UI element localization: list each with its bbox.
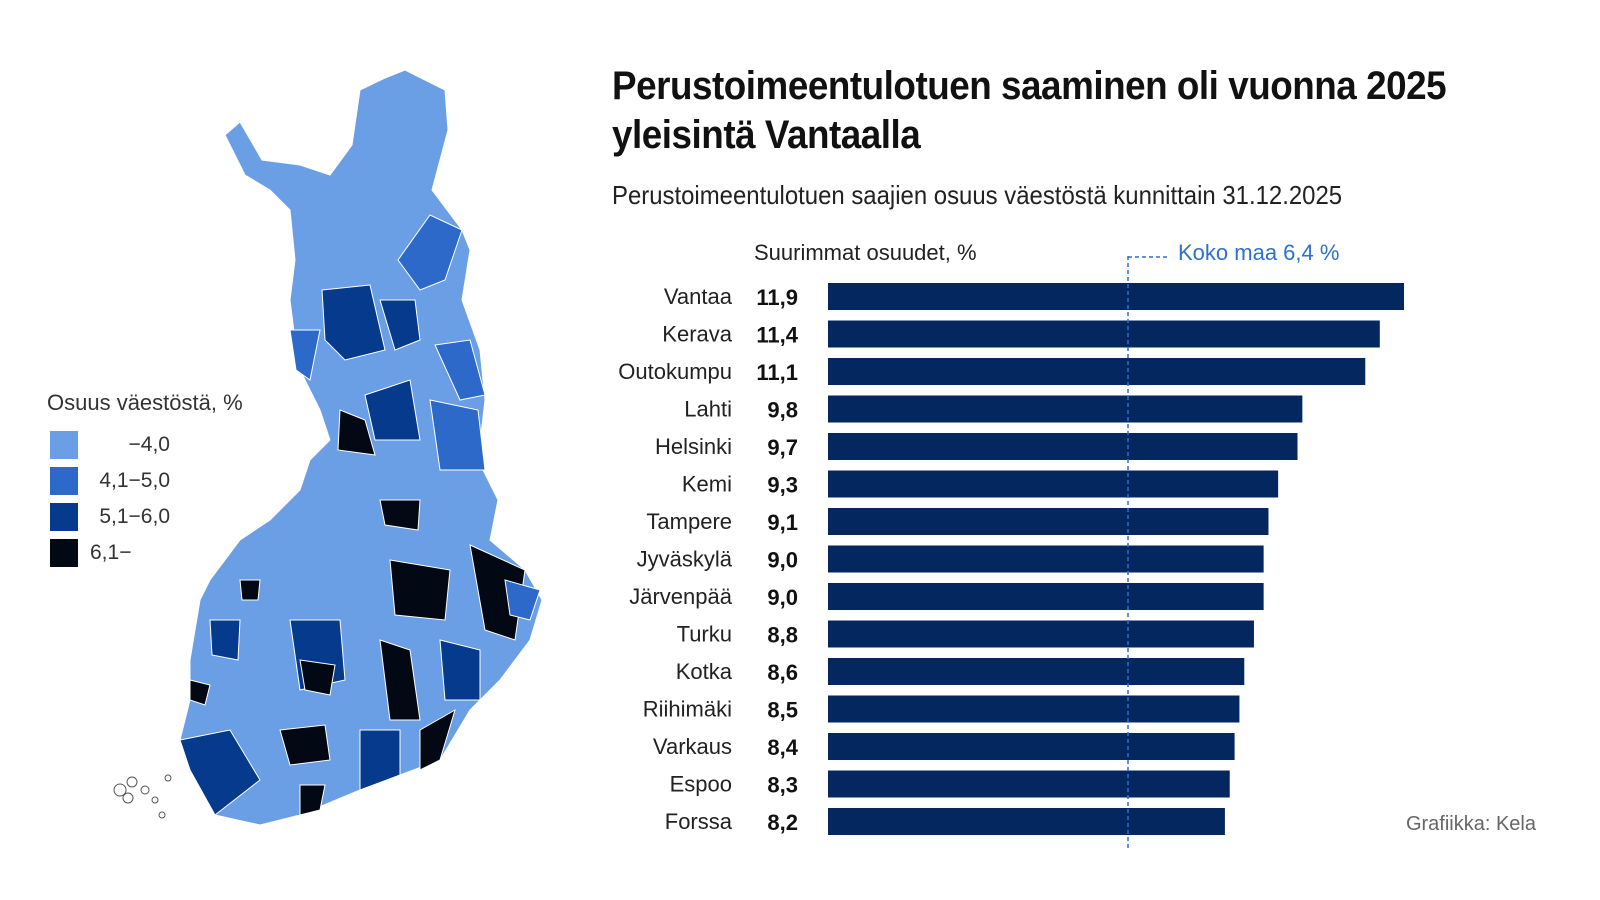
category-label: Kerava	[662, 322, 732, 347]
value-label: 9,7	[767, 435, 798, 460]
value-label: 8,8	[767, 623, 798, 648]
map-region	[397, 214, 463, 291]
value-label: 8,6	[767, 660, 798, 685]
map-region	[379, 639, 421, 721]
bar	[828, 620, 1254, 648]
map-region	[279, 724, 331, 766]
bar	[828, 658, 1245, 685]
map-region	[289, 329, 321, 381]
bar	[828, 470, 1279, 498]
bar	[828, 583, 1264, 610]
legend-label: 4,1−5,0	[99, 469, 170, 492]
category-label: Espoo	[670, 772, 732, 797]
map-region	[379, 499, 421, 531]
map-region	[379, 299, 421, 351]
value-label: 8,5	[767, 698, 798, 723]
bar	[828, 508, 1269, 535]
legend-swatch	[50, 503, 78, 531]
bar	[828, 395, 1303, 423]
legend-swatch	[50, 431, 78, 459]
credit: Grafiikka: Kela	[1405, 813, 1536, 835]
legend-swatch	[50, 539, 78, 567]
value-label: 8,3	[767, 773, 798, 798]
map-region	[189, 679, 211, 706]
category-label: Forssa	[665, 809, 733, 834]
map-region	[389, 559, 451, 621]
legend-swatch	[50, 467, 78, 495]
category-label: Outokumpu	[618, 359, 732, 384]
bar	[828, 358, 1366, 385]
category-label: Riihimäki	[643, 697, 732, 722]
value-label: 8,4	[767, 735, 798, 760]
legend-item: −4,0	[50, 431, 170, 459]
map-region	[359, 729, 401, 791]
page-title: Perustoimeentulotuen saaminen oli vuonna…	[612, 64, 1447, 157]
legend-item: 4,1−5,0	[50, 467, 170, 495]
map-region	[209, 619, 241, 661]
legend-label: 5,1−6,0	[99, 505, 170, 528]
category-label: Helsinki	[655, 434, 732, 459]
bar	[828, 283, 1404, 310]
bar	[828, 770, 1230, 798]
subtitle: Perustoimeentulotuen saajien osuus väest…	[612, 180, 1343, 210]
value-label: 9,1	[767, 510, 798, 535]
map-region	[299, 784, 326, 816]
reference-line-label: Koko maa 6,4 %	[1178, 240, 1340, 265]
legend-title: Osuus väestöstä, %	[47, 390, 243, 415]
value-label: 8,2	[767, 810, 798, 835]
value-label: 9,8	[767, 398, 798, 423]
map-region	[434, 339, 486, 401]
category-label: Järvenpää	[629, 584, 733, 609]
map-region	[179, 729, 261, 816]
legend-item: 5,1−6,0	[50, 503, 170, 531]
bar	[828, 545, 1264, 573]
bar	[828, 433, 1298, 460]
category-label: Vantaa	[664, 284, 733, 309]
value-label: 11,9	[756, 285, 798, 310]
bar	[828, 733, 1235, 760]
map-region	[419, 708, 456, 771]
category-label: Kotka	[676, 659, 733, 684]
value-label: 9,3	[767, 473, 798, 498]
map-region	[321, 284, 386, 361]
legend-label: −4,0	[128, 433, 170, 456]
map-region	[337, 409, 376, 456]
bar	[828, 808, 1225, 835]
value-label: 11,4	[756, 323, 798, 348]
category-label: Varkaus	[653, 734, 732, 759]
map-region	[299, 659, 336, 696]
value-label: 11,1	[756, 360, 798, 385]
category-label: Jyväskylä	[637, 547, 733, 572]
chart-title: Suurimmat osuudet, %	[754, 240, 977, 265]
bar	[828, 320, 1380, 348]
map-region	[439, 639, 481, 701]
map-region	[364, 379, 421, 441]
category-label: Tampere	[646, 509, 732, 534]
finland-map	[113, 69, 543, 826]
value-label: 9,0	[767, 548, 798, 573]
category-label: Turku	[677, 622, 732, 647]
bar	[828, 695, 1240, 723]
map-region	[239, 579, 261, 601]
map-region	[429, 399, 486, 471]
map-region	[469, 544, 526, 641]
category-label: Kemi	[682, 472, 732, 497]
legend-label: 6,1−	[90, 541, 132, 564]
category-label: Lahti	[684, 397, 732, 422]
map-region	[504, 579, 541, 621]
aland-islands	[113, 774, 172, 819]
value-label: 9,0	[767, 585, 798, 610]
legend-item: 6,1−	[50, 539, 170, 567]
